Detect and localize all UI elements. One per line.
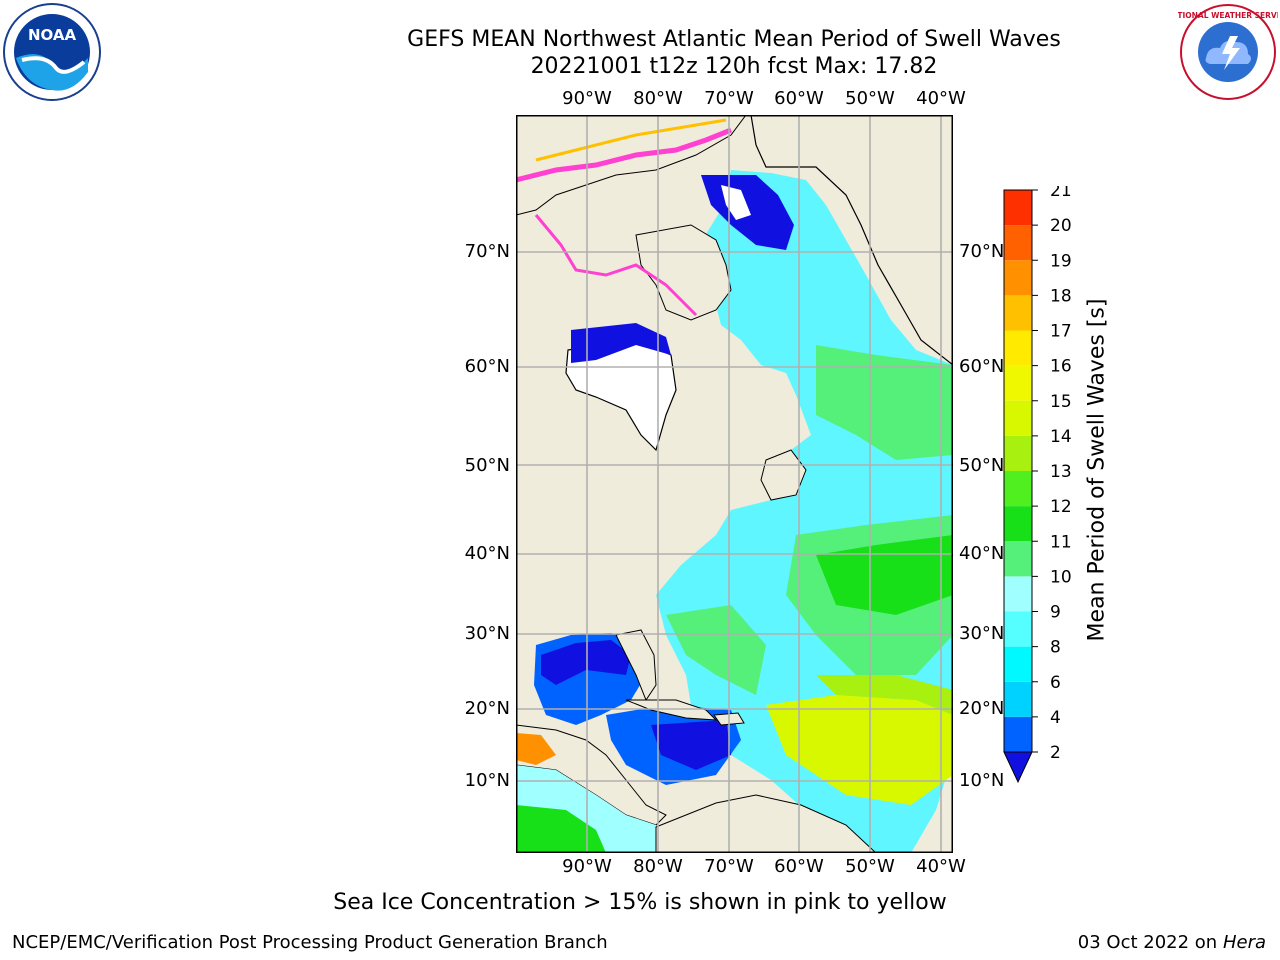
colorbar-swatch bbox=[1004, 716, 1032, 752]
nws-logo: NATIONAL WEATHER SERVICE bbox=[1178, 4, 1278, 100]
land-greenland bbox=[750, 115, 953, 366]
swell-zone-green-north bbox=[816, 345, 953, 460]
colorbar: 2 4 6 8 9 10 11 12 13 14 15 16 17 18 19 20 21 bbox=[1003, 186, 1072, 784]
colorbar-tick-label: 18 bbox=[1050, 286, 1072, 306]
colorbar-tick-label: 16 bbox=[1050, 357, 1072, 377]
swell-zone-yellow bbox=[766, 695, 953, 805]
lon-tick-bottom-50w: 50°W bbox=[845, 856, 895, 877]
colorbar-ticks: 2 4 6 8 9 10 11 12 13 14 15 16 17 18 19 20 21 bbox=[1032, 186, 1072, 763]
colorbar-tick-label: 6 bbox=[1050, 673, 1061, 693]
sea-ice-note: Sea Ice Concentration > 15% is shown in … bbox=[333, 890, 947, 915]
lat-tick-right-30n: 30°N bbox=[959, 623, 1005, 644]
lat-tick-left-30n: 30°N bbox=[464, 623, 510, 644]
colorbar-swatch bbox=[1004, 471, 1032, 507]
colorbar-swatch bbox=[1004, 260, 1032, 296]
colorbar-tick-label: 8 bbox=[1050, 638, 1061, 658]
colorbar-swatch bbox=[1004, 330, 1032, 366]
lat-tick-right-10n: 10°N bbox=[959, 770, 1005, 791]
gridlines bbox=[516, 115, 953, 853]
lat-tick-left-60n: 60°N bbox=[464, 356, 510, 377]
lat-tick-right-50n: 50°N bbox=[959, 455, 1005, 476]
chart-subtitle: 20221001 t12z 120h fcst Max: 17.82 bbox=[530, 54, 938, 79]
lon-tick-top-50w: 50°W bbox=[845, 88, 895, 109]
lat-tick-left-40n: 40°N bbox=[464, 543, 510, 564]
credit-left: NCEP/EMC/Verification Post Processing Pr… bbox=[12, 932, 608, 953]
lat-tick-left-20n: 20°N bbox=[464, 698, 510, 719]
colorbar-swatch bbox=[1004, 681, 1032, 717]
gulf-deep-blue bbox=[541, 640, 631, 685]
colorbar-swatch bbox=[1004, 295, 1032, 331]
lat-tick-right-70n: 70°N bbox=[959, 241, 1005, 262]
lon-tick-top-70w: 70°W bbox=[704, 88, 754, 109]
colorbar-label: Mean Period of Swell Waves [s] bbox=[1084, 298, 1110, 642]
sea-ice-pink-north bbox=[516, 127, 732, 183]
swell-zone-southwest-green bbox=[666, 605, 766, 695]
colorbar-tick-label: 13 bbox=[1050, 462, 1072, 482]
lon-tick-top-80w: 80°W bbox=[633, 88, 683, 109]
colorbar-tick-label: 20 bbox=[1050, 216, 1072, 236]
sea-ice-yellow-north bbox=[535, 118, 727, 162]
lat-tick-right-20n: 20°N bbox=[959, 698, 1005, 719]
hudson-bay-blue bbox=[571, 323, 671, 363]
lat-tick-left-70n: 70°N bbox=[464, 241, 510, 262]
map-border bbox=[516, 115, 953, 853]
land-cuba bbox=[625, 699, 718, 721]
colorbar-tick-label: 9 bbox=[1050, 603, 1061, 623]
lat-tick-right-40n: 40°N bbox=[959, 543, 1005, 564]
colorbar-tick-label: 21 bbox=[1050, 186, 1072, 201]
credit-right: 03 Oct 2022 on Hera bbox=[1078, 932, 1266, 953]
colorbar-swatch bbox=[1004, 541, 1032, 577]
colorbar-swatch bbox=[1004, 190, 1032, 226]
colorbar-tick-label: 4 bbox=[1050, 708, 1061, 728]
colorbar-swatch bbox=[1004, 506, 1032, 542]
noaa-logo-text: NOAA bbox=[28, 26, 77, 44]
colorbar-swatch bbox=[1004, 435, 1032, 471]
land-arctic-archipelago bbox=[516, 115, 747, 216]
lon-tick-top-90w: 90°W bbox=[562, 88, 612, 109]
colorbar-tick-label: 17 bbox=[1050, 322, 1072, 342]
nws-logo-text: NATIONAL WEATHER SERVICE bbox=[1178, 11, 1278, 20]
land-newfoundland bbox=[760, 449, 807, 501]
noaa-logo: NOAA bbox=[3, 3, 101, 101]
colorbar-swatch bbox=[1004, 225, 1032, 261]
colorbar-swatch bbox=[1004, 646, 1032, 682]
colorbar-swatch bbox=[1004, 365, 1032, 401]
swell-zone-yellowgreen bbox=[816, 675, 953, 715]
colorbar-tick-label: 2 bbox=[1050, 743, 1061, 763]
lon-tick-top-60w: 60°W bbox=[774, 88, 824, 109]
chart-title: GEFS MEAN Northwest Atlantic Mean Period… bbox=[407, 27, 1061, 52]
land-baffin-island bbox=[635, 224, 732, 321]
land-south-america bbox=[655, 794, 877, 853]
pacific-orange bbox=[516, 733, 556, 765]
colorbar-tick-label: 19 bbox=[1050, 251, 1072, 271]
caribbean-deep-blue bbox=[651, 720, 731, 770]
colorbar-tick-label: 14 bbox=[1050, 427, 1072, 447]
credit-date: 03 Oct 2022 on bbox=[1077, 932, 1218, 953]
lon-tick-bottom-80w: 80°W bbox=[633, 856, 683, 877]
lat-tick-left-10n: 10°N bbox=[464, 770, 510, 791]
colorbar-under-triangle bbox=[1003, 751, 1033, 784]
map bbox=[516, 115, 953, 853]
swell-zone-bright-green bbox=[816, 535, 953, 615]
colorbar-swatch bbox=[1004, 400, 1032, 436]
lon-tick-top-40w: 40°W bbox=[916, 88, 966, 109]
credit-host: Hera bbox=[1222, 932, 1266, 953]
lon-tick-bottom-70w: 70°W bbox=[704, 856, 754, 877]
lon-tick-bottom-90w: 90°W bbox=[562, 856, 612, 877]
colorbar-tick-label: 15 bbox=[1050, 392, 1072, 412]
lat-tick-left-50n: 50°N bbox=[464, 455, 510, 476]
lon-tick-bottom-40w: 40°W bbox=[916, 856, 966, 877]
colorbar-swatch bbox=[1004, 611, 1032, 647]
lon-tick-bottom-60w: 60°W bbox=[774, 856, 824, 877]
colorbar-tick-label: 12 bbox=[1050, 497, 1072, 517]
colorbar-tick-label: 11 bbox=[1050, 532, 1072, 552]
colorbar-swatch bbox=[1004, 576, 1032, 612]
sea-ice-pink-arch bbox=[534, 214, 698, 317]
colorbar-tick-label: 10 bbox=[1050, 567, 1072, 587]
lat-tick-right-60n: 60°N bbox=[959, 356, 1005, 377]
colorbar-swatches bbox=[1003, 189, 1033, 784]
pacific-green bbox=[516, 805, 606, 853]
